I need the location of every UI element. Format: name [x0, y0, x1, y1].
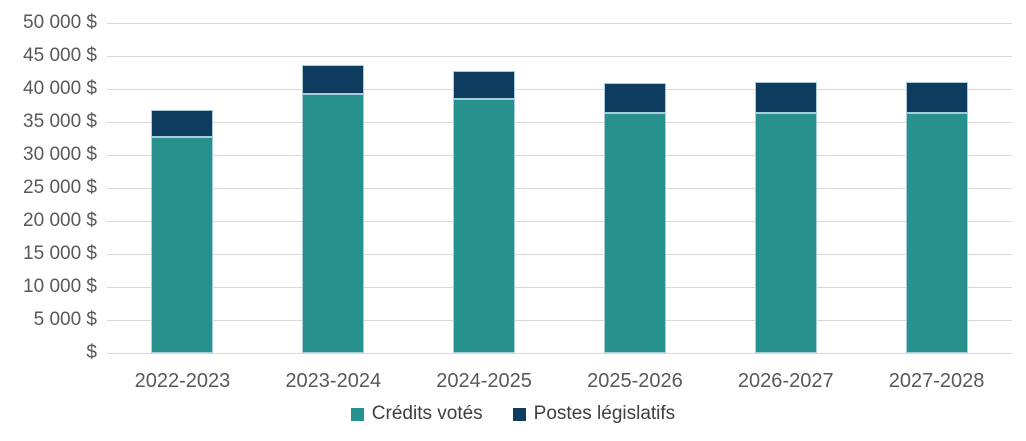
- legend-label-credits-votes: Crédits votés: [371, 403, 483, 424]
- x-axis-tick-label-2022-2023: 2022-2023: [134, 370, 231, 392]
- legend-item-credits-votes: Crédits votés: [350, 403, 483, 425]
- y-axis-tick-label: 15 000 $: [23, 243, 97, 264]
- gridline-35000: [107, 121, 1012, 123]
- gridline-50000: [107, 22, 1012, 24]
- bar-segment-postes-legislatifs-2024-2025: [453, 71, 516, 99]
- gridline-30000: [107, 154, 1012, 156]
- bar-segment-postes-legislatifs-2026-2027: [754, 81, 817, 113]
- y-axis-tick-label: 20 000 $: [23, 210, 97, 231]
- bar-segment-postes-legislatifs-2027-2028: [905, 81, 968, 113]
- chart-legend: Crédits votés Postes législatifs: [0, 403, 1026, 425]
- gridline-40000: [107, 88, 1012, 90]
- x-axis-tick-label-2024-2025: 2024-2025: [436, 370, 532, 392]
- y-axis-tick-label: 10 000 $: [23, 276, 97, 297]
- bar-segment-credits-votes-2027-2028: [905, 112, 968, 353]
- y-axis-tick-label: 25 000 $: [23, 177, 97, 198]
- y-axis-tick-label: 50 000 $: [23, 12, 97, 33]
- legend-item-postes-legislatifs: Postes législatifs: [512, 403, 676, 425]
- y-axis-tick-label: $: [86, 342, 97, 363]
- legend-label-postes-legislatifs: Postes législatifs: [533, 403, 676, 424]
- y-axis-tick-label: 40 000 $: [23, 78, 97, 99]
- y-axis-tick-label: 30 000 $: [23, 144, 97, 165]
- bar-segment-postes-legislatifs-2022-2023: [151, 110, 214, 138]
- x-axis-tick-label-2027-2028: 2027-2028: [888, 370, 985, 392]
- bar-segment-credits-votes-2023-2024: [302, 94, 365, 353]
- y-axis-tick-label: 45 000 $: [23, 45, 97, 66]
- bar-segment-credits-votes-2024-2025: [453, 98, 516, 353]
- gridline-25000: [107, 187, 1012, 189]
- legend-swatch-postes-legislatifs: [512, 407, 526, 421]
- y-axis-tick-label: 5 000 $: [33, 309, 97, 330]
- bar-segment-credits-votes-2025-2026: [603, 112, 666, 353]
- bar-segment-credits-votes-2026-2027: [754, 112, 817, 353]
- y-axis-tick-label: 35 000 $: [23, 111, 97, 132]
- gridline-15000: [107, 253, 1012, 255]
- legend-swatch-credits-votes: [350, 407, 364, 421]
- gridline-20000: [107, 220, 1012, 222]
- bar-segment-postes-legislatifs-2025-2026: [603, 83, 666, 113]
- x-axis-tick-label-2023-2024: 2023-2024: [285, 370, 382, 392]
- gridline-10000: [107, 286, 1012, 288]
- gridline-5000: [107, 319, 1012, 321]
- gridline-45000: [107, 55, 1012, 57]
- bar-segment-postes-legislatifs-2023-2024: [302, 65, 365, 95]
- bar-segment-credits-votes-2022-2023: [151, 137, 214, 353]
- gridline-0: [107, 352, 1012, 354]
- x-axis-tick-label-2026-2027: 2026-2027: [737, 370, 834, 392]
- x-axis-tick-label-2025-2026: 2025-2026: [587, 370, 683, 392]
